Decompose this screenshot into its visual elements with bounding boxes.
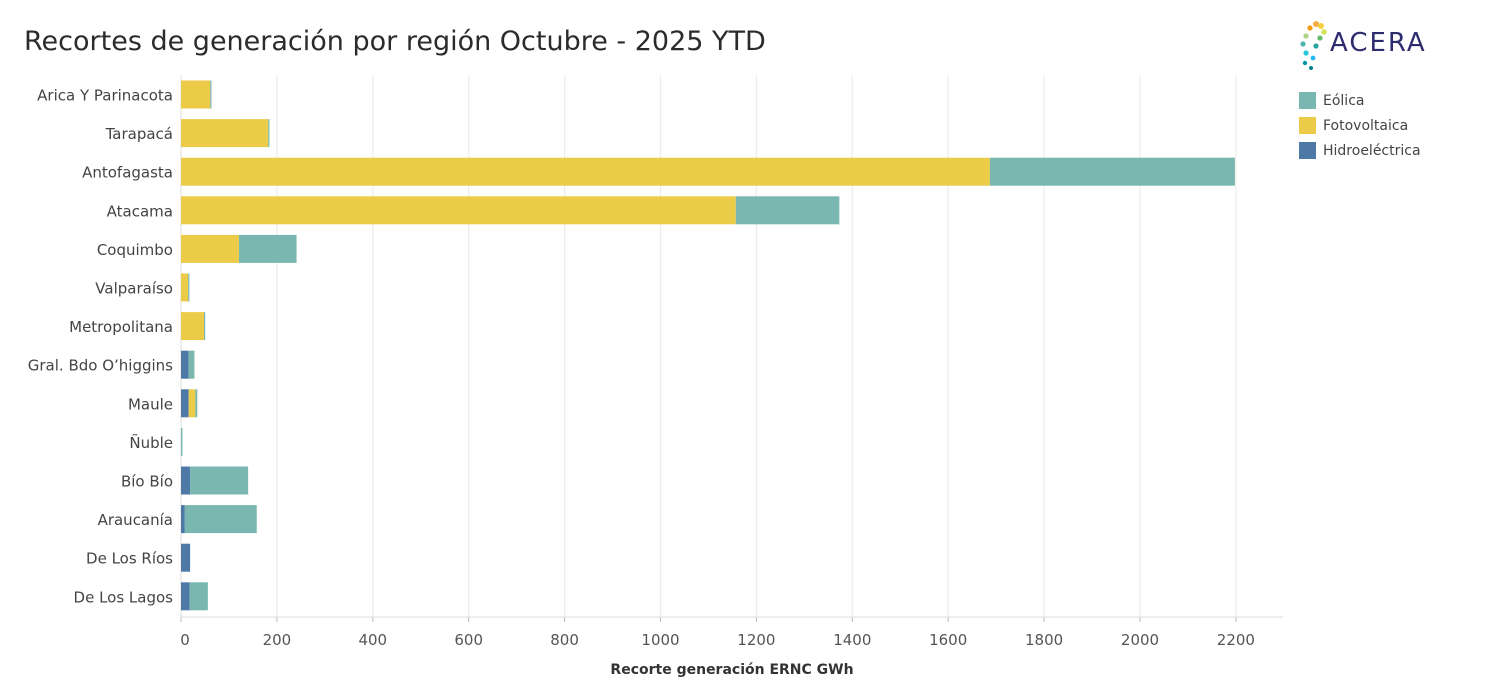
- x-tick-label: 0: [180, 631, 190, 649]
- bar-segment[interactable]: [181, 505, 185, 534]
- bar-segment[interactable]: [989, 157, 1235, 186]
- bar-segment[interactable]: [204, 312, 206, 341]
- acera-logo: ACERA: [1296, 16, 1436, 76]
- logo-text: ACERA: [1330, 28, 1427, 58]
- bar-segment[interactable]: [188, 350, 195, 379]
- gridlines: [180, 75, 1237, 617]
- bar-segment[interactable]: [239, 234, 297, 263]
- category-label: Maule: [128, 395, 173, 413]
- category-label: Ñuble: [129, 433, 173, 452]
- x-tick-label: 800: [550, 631, 579, 649]
- bar-segment[interactable]: [184, 505, 257, 534]
- x-tick-label: 400: [358, 631, 387, 649]
- legend-item[interactable]: Eólica: [1299, 88, 1421, 113]
- bar-segment[interactable]: [190, 466, 249, 495]
- legend-swatch: [1299, 92, 1316, 109]
- category-label: Gral. Bdo O’higgins: [28, 357, 173, 375]
- bar-segment[interactable]: [181, 350, 189, 379]
- x-tick-label: 2200: [1217, 631, 1255, 649]
- chart-title: Recortes de generación por región Octubr…: [24, 26, 766, 57]
- x-tick-label: 1000: [641, 631, 679, 649]
- legend-item[interactable]: Fotovoltaica: [1299, 113, 1421, 138]
- bar-segment[interactable]: [210, 80, 212, 109]
- legend-swatch: [1299, 117, 1316, 134]
- bar-segment[interactable]: [181, 582, 190, 611]
- bar-segment[interactable]: [268, 119, 270, 148]
- bar-segment[interactable]: [181, 119, 269, 148]
- category-label: Araucanía: [98, 511, 173, 529]
- bar-segment[interactable]: [195, 389, 198, 418]
- category-label: Coquimbo: [97, 241, 173, 259]
- category-label: Antofagasta: [82, 164, 173, 182]
- category-label: Arica Y Parinacota: [37, 87, 173, 105]
- bar-segment[interactable]: [181, 427, 183, 456]
- bar-segment[interactable]: [189, 582, 208, 611]
- x-tick-label: 1800: [1025, 631, 1063, 649]
- bar-segment[interactable]: [181, 80, 211, 109]
- bar-segment[interactable]: [181, 234, 240, 263]
- bar-segment[interactable]: [181, 273, 189, 302]
- x-tick-label: 1200: [737, 631, 775, 649]
- x-tick-label: 1400: [833, 631, 871, 649]
- sun-flower-icon: [1300, 21, 1327, 70]
- legend-label: Hidroeléctrica: [1323, 142, 1421, 159]
- category-label: Tarapacá: [105, 125, 173, 143]
- bar-segment[interactable]: [181, 543, 191, 572]
- x-axis-title: Recorte generación ERNC GWh: [610, 662, 853, 678]
- category-label: Atacama: [107, 202, 173, 220]
- legend-swatch: [1299, 142, 1316, 159]
- legend-label: Fotovoltaica: [1323, 117, 1409, 134]
- bar-segment[interactable]: [181, 389, 189, 418]
- x-tick-label: 600: [454, 631, 483, 649]
- category-label: De Los Lagos: [74, 588, 174, 606]
- x-tick-label: 2000: [1121, 631, 1159, 649]
- bar-segment[interactable]: [188, 273, 190, 302]
- legend-item[interactable]: Hidroeléctrica: [1299, 138, 1421, 163]
- x-axis-ticks: 0 200 400 600 800 1000 1200 1400 1600 1800 2000 220…: [180, 617, 1255, 649]
- bar-segment[interactable]: [181, 312, 205, 341]
- bar-segment[interactable]: [735, 196, 840, 225]
- bar-segment[interactable]: [181, 157, 990, 186]
- bar-segment[interactable]: [181, 196, 736, 225]
- category-labels: Arica Y Parinacota Tarapacá Antofagasta Ata…: [28, 87, 173, 607]
- x-tick-label: 1600: [929, 631, 967, 649]
- legend-label: Eólica: [1323, 92, 1365, 109]
- category-label: Bío Bío: [121, 473, 173, 491]
- category-label: Metropolitana: [69, 318, 173, 336]
- legend: Eólica Fotovoltaica Hidroeléctrica: [1299, 88, 1421, 163]
- category-label: Valparaíso: [95, 280, 173, 298]
- category-label: De Los Ríos: [86, 550, 173, 568]
- bar-segment[interactable]: [188, 389, 196, 418]
- x-tick-label: 200: [263, 631, 292, 649]
- bar-segment[interactable]: [181, 466, 191, 495]
- bars: [181, 80, 1235, 611]
